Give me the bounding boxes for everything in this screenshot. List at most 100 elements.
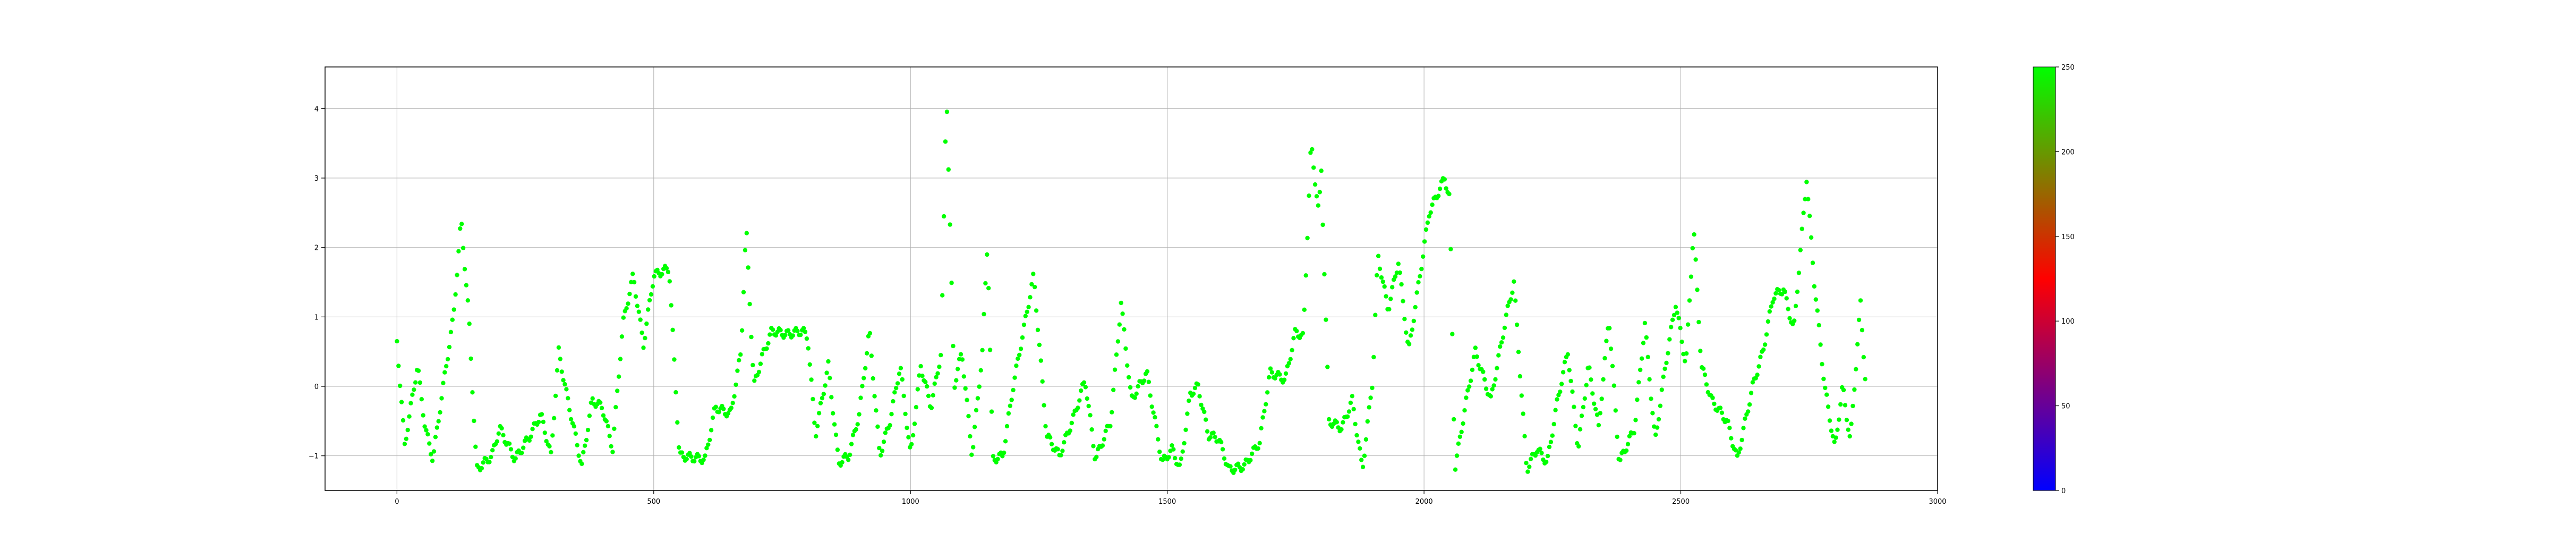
data-point [1863,377,1867,382]
data-point [1413,305,1418,310]
data-point [552,416,557,420]
data-point [581,450,586,455]
data-point [1399,282,1404,287]
data-point [985,252,990,257]
data-point [1584,383,1589,387]
data-point [944,109,950,114]
data-point [458,226,463,231]
data-point [436,419,441,424]
data-point [1601,377,1606,382]
data-point [429,452,433,456]
data-point [743,248,748,252]
data-point [1567,368,1572,373]
data-point [1547,444,1552,450]
data-point [1359,458,1364,462]
data-point [1849,421,1854,426]
data-point [1004,424,1010,429]
data-point [421,413,425,418]
data-point [975,396,980,401]
data-point [556,345,561,350]
y-tick-label: 3 [314,175,319,183]
data-point [898,366,903,370]
data-point [1647,377,1652,382]
data-point [977,384,982,389]
data-point [706,442,711,447]
data-point [1847,434,1852,439]
data-point [914,405,919,410]
data-point [858,395,863,400]
data-point [1094,454,1099,459]
y-tick-label: −1 [309,453,319,461]
data-point [507,441,512,446]
data-point [579,461,584,466]
data-point [1416,280,1421,285]
data-point [1796,270,1802,275]
data-point [1710,395,1715,400]
data-point [1608,346,1614,351]
data-point [1160,458,1165,462]
data-point [1265,390,1270,395]
data-point [1491,383,1496,388]
data-point [750,362,755,368]
data-point [1559,382,1564,386]
data-point [1454,453,1460,458]
data-point [1755,373,1760,377]
data-point [590,396,595,401]
data-point [804,336,809,341]
data-point [465,298,470,303]
colorbar-tick-label: 200 [2061,148,2075,156]
data-point [1000,454,1005,459]
data-point [610,450,615,454]
data-point [456,249,461,253]
data-point [1235,461,1241,466]
data-point [1102,437,1106,442]
data-point [895,381,900,386]
data-point [1122,327,1127,332]
data-point [1166,455,1171,460]
data-point [627,291,632,297]
data-point [1698,349,1703,353]
data-point [444,363,449,369]
data-point [1076,405,1080,410]
data-point [874,408,878,413]
data-point [1627,434,1632,439]
data-point [767,332,772,337]
data-point [692,459,697,464]
data-point [704,446,709,451]
data-point [855,422,860,427]
data-point [801,326,806,331]
data-point [1835,427,1840,432]
data-point [971,445,976,450]
data-point [487,460,492,464]
data-point [1826,404,1831,409]
data-point [470,390,475,395]
data-point [1291,336,1296,341]
data-point [1602,356,1607,361]
data-point [1187,398,1191,403]
data-point [1576,444,1581,449]
data-point [1390,285,1395,290]
data-point [1423,227,1429,232]
data-point [1170,443,1174,448]
data-point [494,439,500,444]
data-point [450,317,455,322]
data-point [633,294,638,299]
data-point [499,426,504,431]
data-point [647,298,652,303]
data-point [1490,387,1495,392]
data-point [1358,446,1362,451]
data-point [931,393,936,398]
data-point [1696,319,1701,325]
y-axis: −1 0 1 2 3 4 [309,105,325,461]
data-point [1256,446,1260,451]
data-point [618,357,623,361]
data-point [1021,323,1027,327]
data-point [643,336,647,341]
data-point [739,328,745,333]
data-point [585,427,591,433]
data-point [730,401,735,405]
data-point [558,357,563,361]
data-point [1820,362,1824,367]
data-point [1341,420,1345,425]
data-point [616,374,621,379]
